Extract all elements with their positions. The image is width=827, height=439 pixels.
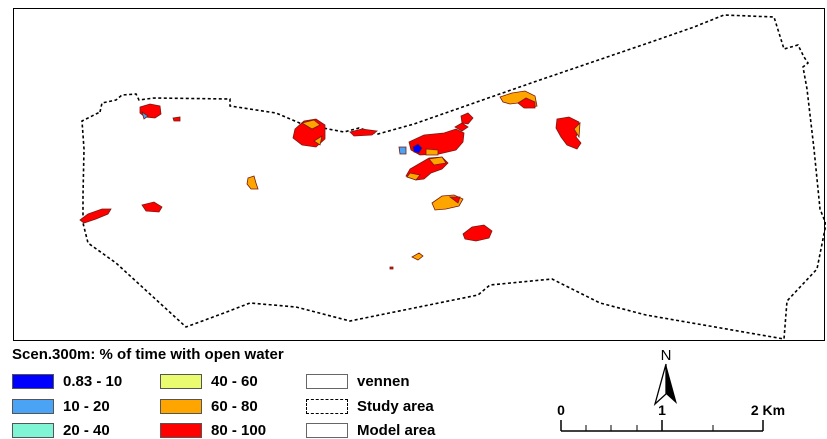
north-arrow-icon: N [653,347,677,406]
legend-item-class-5: 60 - 80 [160,397,258,415]
water-patch [517,97,536,109]
legend-item-class-4: 40 - 60 [160,372,258,390]
legend-swatch [12,373,54,389]
map-frame [13,8,826,341]
water-patch [448,196,461,204]
legend-label: 80 - 100 [211,421,267,439]
north-label: N [661,347,672,364]
legend-swatch [160,398,202,414]
legend-swatch [160,422,202,438]
legend-label: 40 - 60 [211,372,258,390]
scale-label-0: 0 [557,402,565,418]
water-patch [389,266,394,270]
legend-item-class-2: 10 - 20 [12,397,110,415]
water-patch [462,224,493,242]
map-canvas [79,14,826,340]
scale-label-1: 1 [658,402,666,418]
water-patches [79,90,582,270]
water-patch [141,201,163,213]
scale-bar: 0 1 2 Km [557,402,785,432]
water-patch [428,156,447,166]
legend-title: Scen.300m: % of time with open water [12,346,284,363]
legend-swatch-vennen [306,373,348,389]
water-patch [412,143,423,154]
legend-item-study-area: Study area [306,397,434,415]
legend-swatch-study-area [306,398,348,414]
water-patch [406,172,421,181]
water-patch [398,146,407,155]
water-patch [555,116,582,150]
water-patch [460,112,474,125]
legend-label: 20 - 40 [63,421,110,439]
legend-swatch [160,373,202,389]
legend-label: vennen [357,372,410,390]
water-patch [425,148,439,156]
water-patch [141,111,149,120]
water-patch [573,121,581,139]
legend-label: 0.83 - 10 [63,372,123,390]
legend-item-class-6: 80 - 100 [160,421,266,439]
legend-item-class-1: 0.83 - 10 [12,372,122,390]
legend-swatch-model-area [306,422,348,438]
legend-item-class-3: 20 - 40 [12,421,110,439]
water-patch [349,128,378,137]
legend-swatch [12,398,54,414]
water-patch [246,175,259,190]
study-area-boundary [81,14,826,340]
water-patch [454,122,469,132]
legend-label: Study area [357,397,434,415]
water-patch [411,252,424,261]
legend-label: 10 - 20 [63,397,110,415]
water-patch [300,119,321,130]
legend-item-model-area: Model area [306,421,435,439]
water-patch [79,208,112,224]
scale-label-2: 2 Km [751,402,785,418]
legend-item-vennen: vennen [306,372,410,390]
legend-label: Model area [357,421,436,439]
water-patch [408,128,465,156]
water-patch [172,116,181,122]
legend-swatch [12,422,54,438]
water-patch [313,135,323,146]
legend-label: 60 - 80 [211,397,258,415]
